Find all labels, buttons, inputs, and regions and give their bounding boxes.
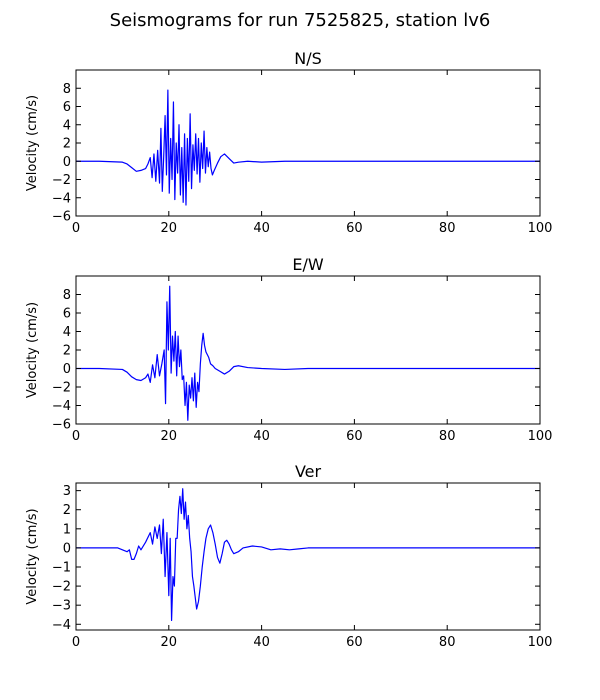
subplot-1: N/S Velocity (cm/s) 0 20 40 60 80 100 −6 −4 −2 0 2 4 6…: [25, 49, 552, 236]
subplot-3: Ver Velocity (cm/s) 0 20 40 60 80 100 −4 −3 −2 −1 0 1…: [25, 462, 552, 650]
x-tick-label: 100: [528, 635, 553, 650]
y-axis-label: Velocity (cm/s): [25, 302, 40, 398]
x-tick-label: 60: [346, 635, 363, 650]
y-tick-label: −4: [52, 399, 71, 414]
x-tick-label: 20: [161, 429, 178, 444]
y-tick-label: −4: [52, 618, 71, 633]
x-tick-label: 60: [346, 221, 363, 236]
x-tick-label: 100: [528, 221, 553, 236]
y-tick-label: 0: [63, 155, 71, 170]
series-line-1: [76, 488, 540, 622]
y-axis-label: Velocity (cm/s): [25, 95, 40, 191]
plot-frame: [75, 275, 541, 425]
x-tick-label: 40: [253, 635, 270, 650]
subplot-title: E/W: [292, 255, 324, 274]
y-tick-label: 6: [63, 100, 71, 115]
x-tick-label: 80: [439, 221, 456, 236]
x-tick-label: 80: [439, 429, 456, 444]
y-tick-label: 2: [63, 137, 71, 152]
series-line-1: [76, 285, 540, 421]
x-tick-label: 0: [72, 221, 80, 236]
y-tick-label: 8: [63, 288, 71, 303]
y-tick-label: −3: [52, 599, 71, 614]
y-tick-label: 2: [63, 344, 71, 359]
series-line-1: [76, 89, 540, 206]
x-tick-label: 40: [253, 429, 270, 444]
figure-title: Seismograms for run 7525825, station lv6: [109, 10, 491, 31]
y-tick-label: 0: [63, 362, 71, 377]
y-tick-label: −2: [52, 173, 71, 188]
plot-frame: [75, 482, 541, 631]
x-tick-label: 80: [439, 635, 456, 650]
y-tick-label: 6: [63, 307, 71, 322]
y-tick-label: 0: [63, 541, 71, 556]
y-tick-label: 2: [63, 503, 71, 518]
x-tick-label: 40: [253, 221, 270, 236]
x-tick-label: 100: [528, 429, 553, 444]
y-tick-label: 8: [63, 82, 71, 97]
x-tick-label: 0: [72, 429, 80, 444]
y-tick-label: −2: [52, 580, 71, 595]
subplot-2: E/W Velocity (cm/s) 0 20 40 60 80 100 −6 −4 −2 0 2 4 6…: [25, 255, 552, 444]
y-tick-label: −6: [52, 418, 71, 433]
x-tick-label: 0: [72, 635, 80, 650]
subplot-title: N/S: [294, 49, 322, 68]
y-tick-label: 4: [63, 118, 71, 133]
x-tick-label: 20: [161, 221, 178, 236]
y-tick-label: −4: [52, 191, 71, 206]
y-tick-label: 1: [63, 522, 71, 537]
y-tick-label: 3: [63, 484, 71, 499]
subplot-title: Ver: [295, 462, 322, 481]
y-axis-label: Velocity (cm/s): [25, 508, 40, 604]
plot-frame: [75, 69, 541, 217]
y-tick-label: −6: [52, 210, 71, 225]
y-tick-label: −2: [52, 381, 71, 396]
x-tick-label: 60: [346, 429, 363, 444]
y-tick-label: −1: [52, 561, 71, 576]
x-tick-label: 20: [161, 635, 178, 650]
y-tick-label: 4: [63, 325, 71, 340]
